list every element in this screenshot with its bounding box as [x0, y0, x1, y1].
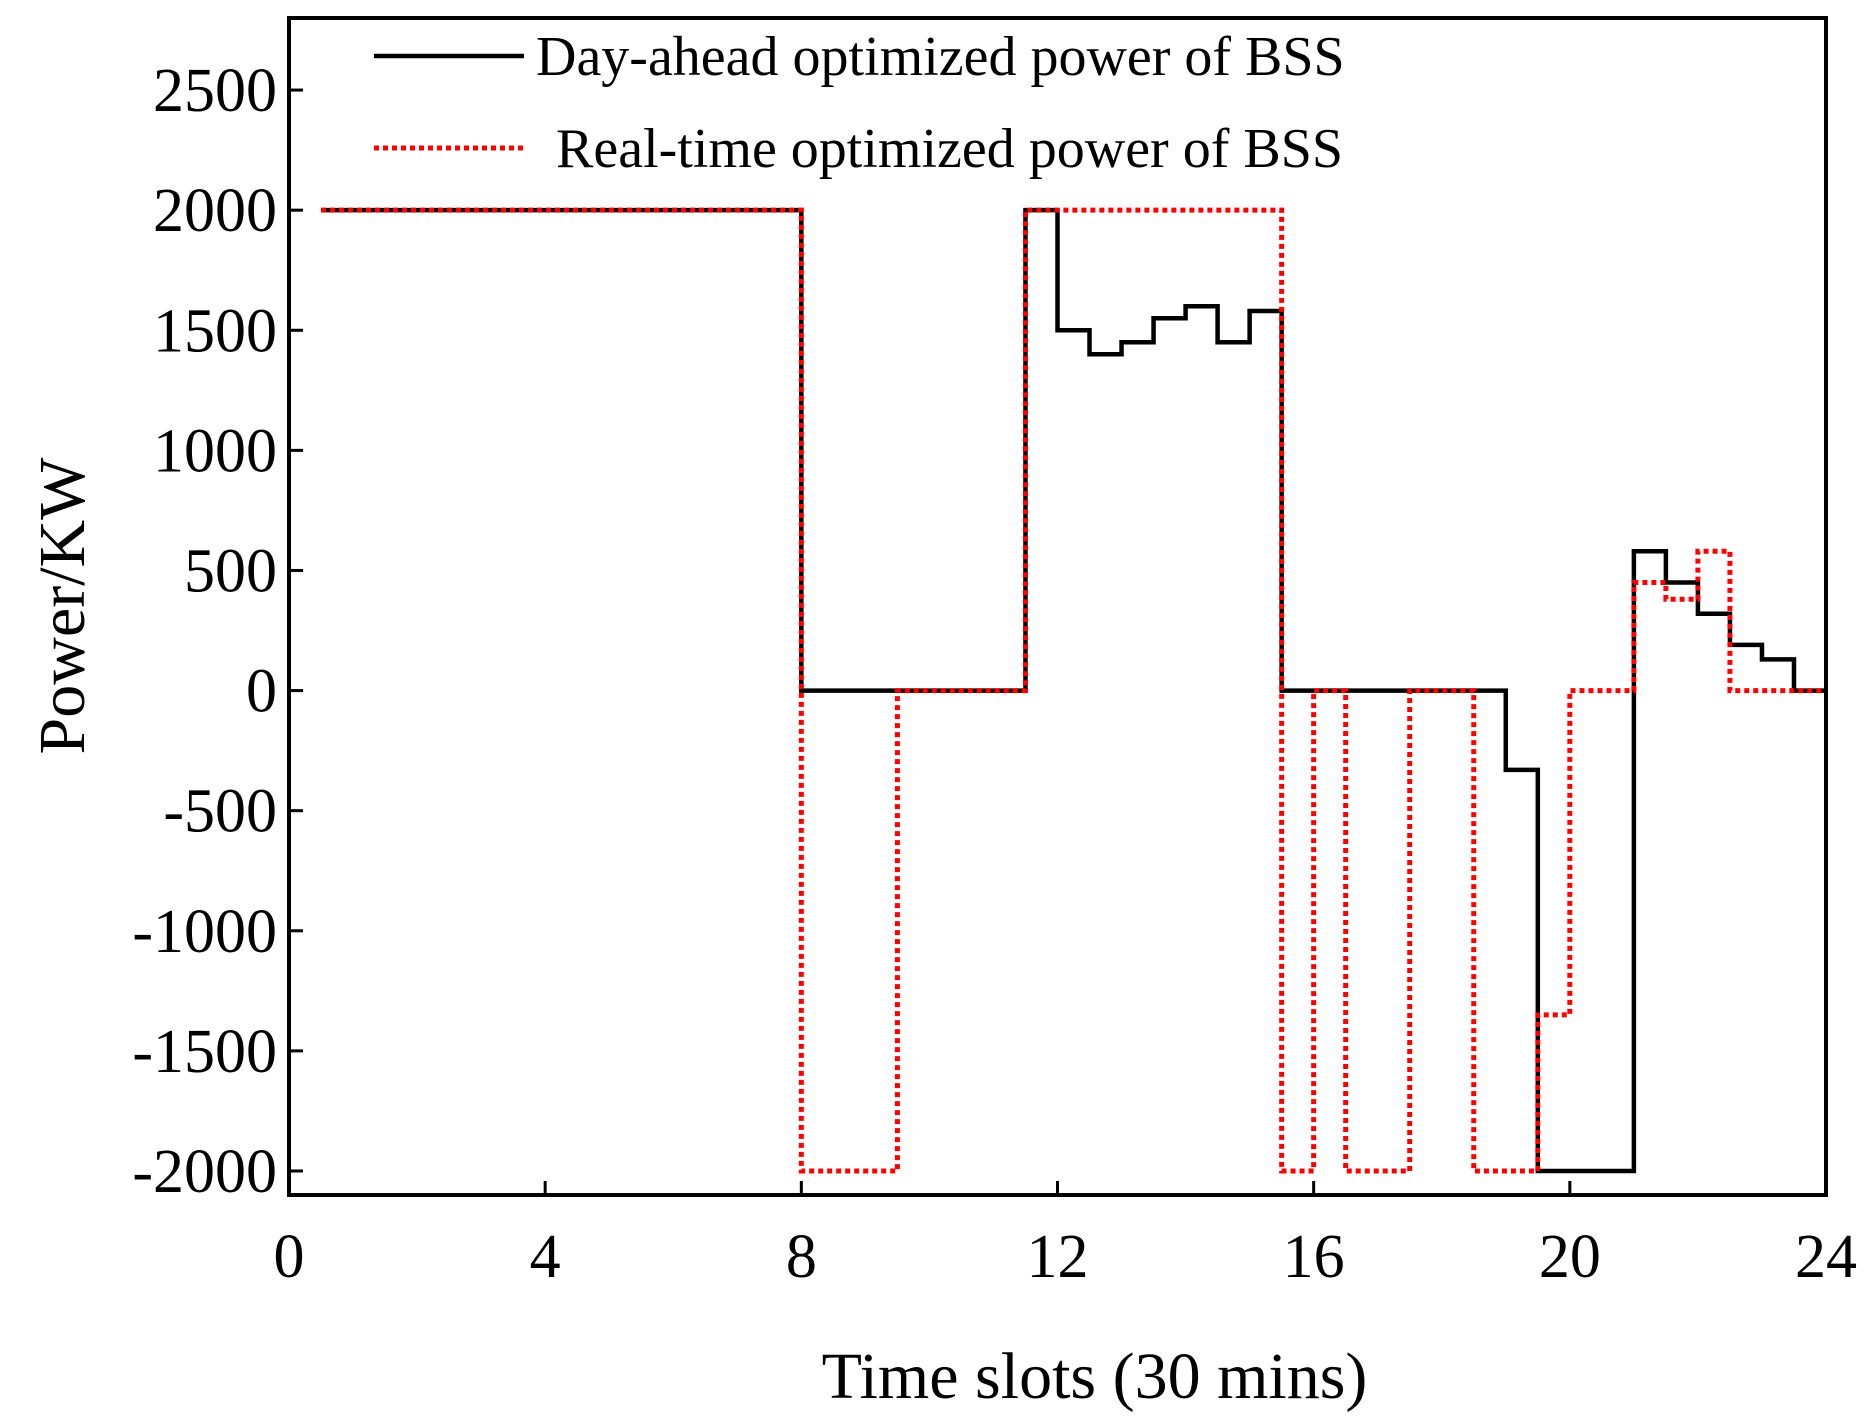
x-tick-label: 24 [1795, 1223, 1857, 1291]
y-tick-label: 1000 [153, 417, 277, 485]
y-tick-label: -1000 [132, 898, 277, 966]
series-line-real-time [321, 207, 1826, 1174]
x-tick-label: 16 [1283, 1223, 1345, 1291]
x-tick-label: 12 [1027, 1223, 1089, 1291]
y-axis-title: Power/KW [26, 457, 99, 755]
ticks-layer: 0 4 8 12 16 20 24 2500 2000 1500 1000 500 0 -500 -1000… [132, 57, 1857, 1291]
x-axis-title: Time slots (30 mins) [822, 1340, 1368, 1413]
x-tick-label: 20 [1539, 1223, 1601, 1291]
x-tick-label: 8 [786, 1223, 817, 1291]
series-line-day-ahead [321, 207, 1826, 1174]
legend-label-day-ahead: Day-ahead optimized power of BSS [536, 26, 1345, 88]
y-tick-label: -500 [163, 778, 277, 846]
y-tick-label: 2500 [153, 57, 277, 125]
legend: Day-ahead optimized power of BSS Real-tim… [374, 26, 1345, 180]
series-layer [321, 207, 1826, 1174]
y-tick-label: -1500 [132, 1018, 277, 1086]
x-tick-label: 4 [530, 1223, 561, 1291]
y-tick-label: -2000 [132, 1138, 277, 1206]
x-tick-label: 0 [274, 1223, 305, 1291]
y-tick-label: 0 [246, 658, 277, 726]
legend-label-real-time: Real-time optimized power of BSS [556, 118, 1343, 180]
y-tick-label: 1500 [153, 297, 277, 365]
y-tick-label: 500 [184, 537, 277, 605]
y-tick-label: 2000 [153, 177, 277, 245]
